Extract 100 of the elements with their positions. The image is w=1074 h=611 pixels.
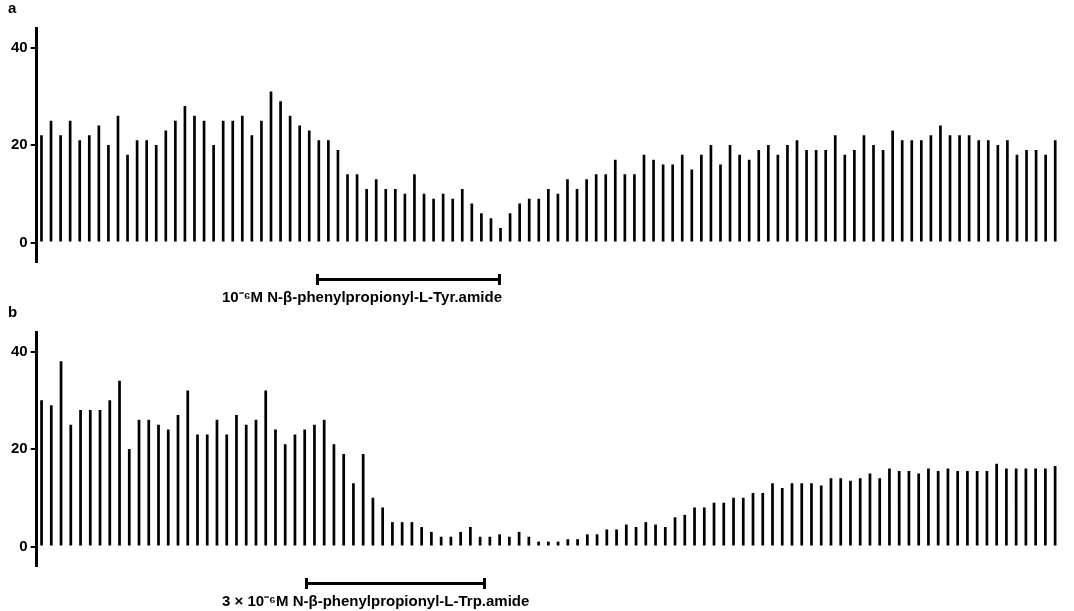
bar — [566, 539, 570, 546]
bar — [1005, 468, 1008, 546]
bar — [927, 468, 930, 546]
bar — [977, 140, 981, 242]
bar — [145, 140, 149, 242]
bar — [205, 434, 209, 546]
bar — [127, 449, 131, 546]
bar — [374, 179, 378, 242]
bar — [738, 154, 741, 242]
bar — [88, 410, 92, 546]
bar — [346, 174, 349, 242]
bar — [157, 424, 160, 546]
bar — [975, 470, 979, 546]
bar — [986, 140, 990, 242]
bar — [966, 470, 969, 546]
bar — [498, 534, 501, 546]
bar — [432, 198, 435, 242]
bar — [757, 149, 761, 242]
bar — [891, 130, 894, 242]
bar — [919, 140, 923, 242]
bar — [480, 213, 483, 242]
bar — [166, 429, 170, 546]
bar — [322, 419, 326, 546]
bar — [605, 529, 609, 546]
bar — [212, 145, 215, 242]
bar — [313, 424, 316, 546]
bar — [274, 429, 277, 546]
bar — [537, 198, 541, 242]
bar — [365, 188, 368, 242]
bar — [652, 159, 655, 242]
bar — [126, 154, 129, 242]
bar — [49, 405, 53, 546]
bar — [819, 485, 823, 546]
text: 10⁻⁶M N-β-phenylpropionyl-L-Tyr.amide — [221, 287, 503, 305]
bar — [547, 188, 550, 242]
bar — [264, 390, 268, 546]
bar — [186, 390, 190, 546]
bar — [843, 154, 847, 242]
bar — [303, 429, 307, 546]
bar — [317, 140, 321, 242]
bar — [391, 522, 394, 546]
bar — [40, 135, 43, 242]
bar — [878, 478, 882, 546]
bar — [663, 527, 667, 546]
bar — [594, 174, 598, 242]
bar — [824, 149, 828, 242]
bar — [420, 527, 424, 546]
bar — [283, 444, 287, 546]
bar — [174, 120, 177, 242]
bar — [680, 154, 684, 242]
bar — [700, 154, 703, 242]
bar — [747, 159, 751, 242]
bar — [118, 380, 121, 546]
bar — [683, 514, 687, 546]
bar — [381, 507, 385, 546]
bar — [585, 179, 588, 242]
bar — [910, 140, 914, 242]
bar — [576, 539, 579, 546]
bar — [546, 541, 550, 546]
bar — [59, 135, 62, 242]
bar — [470, 203, 474, 242]
y-tick-label: 20 — [11, 439, 28, 457]
bar — [107, 145, 110, 242]
bar — [615, 529, 618, 546]
bar — [1044, 154, 1047, 242]
bar — [400, 522, 404, 546]
bar — [900, 140, 904, 242]
bar — [786, 145, 789, 242]
bar — [384, 188, 388, 242]
bar — [936, 470, 940, 546]
bar — [459, 531, 462, 546]
bar — [108, 400, 112, 546]
bar — [858, 478, 862, 546]
bar — [853, 149, 856, 242]
bar — [888, 468, 891, 546]
bar — [939, 125, 942, 242]
bar — [917, 473, 921, 546]
bar — [393, 188, 397, 242]
bar — [439, 536, 443, 546]
bar — [196, 434, 199, 546]
bar — [585, 534, 589, 546]
text: 3 × 10⁻⁶M N-β-phenylpropionyl-L-Trp.amide — [221, 591, 531, 609]
bar — [507, 536, 511, 546]
bar — [897, 470, 901, 546]
bar — [221, 120, 225, 242]
bar — [1006, 140, 1009, 242]
bar — [1034, 468, 1037, 546]
bar — [833, 135, 837, 242]
bar — [298, 125, 302, 242]
bar — [240, 115, 244, 242]
bar — [1053, 140, 1057, 242]
bar — [780, 488, 784, 546]
bar — [771, 483, 774, 546]
bar — [805, 149, 808, 242]
bar — [654, 524, 657, 546]
bar — [307, 130, 311, 242]
bar — [996, 145, 1000, 242]
bar — [451, 198, 455, 242]
bar — [810, 483, 813, 546]
y-tick-label: 40 — [11, 37, 28, 55]
